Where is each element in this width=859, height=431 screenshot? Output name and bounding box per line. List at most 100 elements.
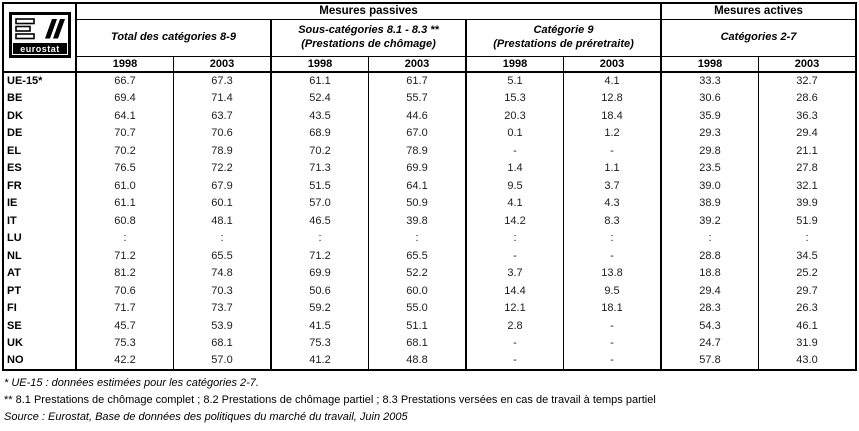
value-cell: 71.3	[270, 159, 369, 177]
value-cell: 61.1	[270, 72, 369, 90]
value-cell: 81.2	[75, 264, 174, 282]
value-cell: 57.0	[270, 194, 369, 212]
year-header: 2003	[368, 56, 466, 73]
value-cell: 1.1	[563, 159, 661, 177]
value-cell: 70.2	[270, 142, 369, 160]
value-cell: 51.9	[758, 212, 856, 230]
value-cell: 60.8	[75, 212, 174, 230]
value-cell: 18.1	[563, 299, 661, 317]
table-row: BE 69.4 71.4 52.4 55.7 15.3 12.8 30.6 28.6	[3, 89, 856, 107]
value-cell: 3.7	[563, 177, 661, 195]
value-cell: 70.6	[75, 282, 174, 300]
value-cell: 29.3	[660, 124, 759, 142]
value-cell: 25.2	[758, 264, 856, 282]
value-cell: 70.3	[173, 282, 271, 300]
value-cell: 39.0	[660, 177, 759, 195]
value-cell: 43.5	[270, 107, 369, 125]
value-cell: 24.7	[660, 334, 759, 352]
value-cell: 54.3	[660, 317, 759, 335]
value-cell: 0.1	[465, 124, 564, 142]
value-cell: 41.2	[270, 352, 369, 370]
value-cell: 43.0	[758, 352, 856, 370]
table-row: NL 71.2 65.5 71.2 65.5- -28.8 34.5	[3, 247, 856, 265]
country-label: FI	[3, 299, 77, 317]
value-cell: 31.9	[758, 334, 856, 352]
value-cell: 57.0	[173, 352, 271, 370]
value-cell: 78.9	[368, 142, 466, 160]
value-cell: 12.1	[465, 299, 564, 317]
country-label: DE	[3, 124, 77, 142]
value-cell: 57.8	[660, 352, 759, 370]
value-cell: 46.1	[758, 317, 856, 335]
header-group-total-8-9: Total des catégories 8-9	[75, 19, 271, 57]
footnotes: * UE-15 : données estimées pour les caté…	[2, 371, 859, 426]
table-row: UK 75.3 68.1 75.3 68.1- -24.7 31.9	[3, 334, 856, 352]
table-row: IT 60.8 48.1 46.5 39.8 14.2 8.3 39.2 51.9	[3, 212, 856, 230]
value-cell: 23.5	[660, 159, 759, 177]
value-cell: 51.1	[368, 317, 466, 335]
value-cell: 65.5	[173, 247, 271, 265]
value-cell: 35.9	[660, 107, 759, 125]
value-cell: 12.8	[563, 89, 661, 107]
value-cell: 75.3	[75, 334, 174, 352]
country-label: PT	[3, 282, 77, 300]
value-cell: 9.5	[563, 282, 661, 300]
value-cell: 29.8	[660, 142, 759, 160]
value-cell: 1.4	[465, 159, 564, 177]
value-cell: 39.9	[758, 194, 856, 212]
value-cell: 33.3	[660, 72, 759, 90]
value-cell: -	[465, 247, 564, 265]
value-cell: :	[563, 229, 661, 247]
year-header: 2003	[758, 56, 856, 73]
year-header-row: 1998 2003 1998 2003 1998 2003 1998 2003	[3, 56, 856, 73]
value-cell: 34.5	[758, 247, 856, 265]
year-header: 2003	[173, 56, 271, 73]
value-cell: 18.8	[660, 264, 759, 282]
value-cell: 44.6	[368, 107, 466, 125]
value-cell: -	[465, 142, 564, 160]
group-title: Total des catégories 8-9	[111, 30, 236, 43]
footnote-ue15: * UE-15 : données estimées pour les caté…	[4, 376, 259, 389]
value-cell: -	[563, 334, 661, 352]
value-cell: -	[563, 352, 661, 370]
value-cell: 69.9	[270, 264, 369, 282]
value-cell: 15.3	[465, 89, 564, 107]
value-cell: :	[173, 229, 271, 247]
logo-cell: eurostat	[3, 3, 77, 73]
measures-header-row: eurostat Mesures passives Mesures active…	[3, 3, 856, 73]
value-cell: 26.3	[758, 299, 856, 317]
year-header: 1998	[270, 56, 369, 73]
header-mesures-passives: Mesures passives	[75, 3, 661, 20]
value-cell: 50.6	[270, 282, 369, 300]
country-label: AT	[3, 264, 77, 282]
value-cell: 8.3	[563, 212, 661, 230]
eurostat-logo: eurostat	[8, 12, 71, 63]
value-cell: -	[563, 142, 661, 160]
value-cell: 48.8	[368, 352, 466, 370]
table-row: ES 76.5 72.2 71.3 69.9 1.4 1.1 23.5 27.8	[3, 159, 856, 177]
value-cell: 52.4	[270, 89, 369, 107]
value-cell: 71.2	[270, 247, 369, 265]
value-cell: 52.2	[368, 264, 466, 282]
value-cell: :	[660, 229, 759, 247]
value-cell: 39.2	[660, 212, 759, 230]
value-cell: 1.2	[563, 124, 661, 142]
group-subtitle: (Prestations de préretraite)	[493, 37, 634, 50]
value-cell: 69.9	[368, 159, 466, 177]
value-cell: 67.9	[173, 177, 271, 195]
value-cell: 68.9	[270, 124, 369, 142]
value-cell: 4.3	[563, 194, 661, 212]
value-cell: 38.9	[660, 194, 759, 212]
value-cell: 39.8	[368, 212, 466, 230]
value-cell: 51.5	[270, 177, 369, 195]
value-cell: 14.4	[465, 282, 564, 300]
value-cell: 4.1	[563, 72, 661, 90]
value-cell: 29.4	[660, 282, 759, 300]
table-row: SE 45.7 53.9 41.5 51.1 2.8-54.3 46.1	[3, 317, 856, 335]
table-row: LU::::::::	[3, 229, 856, 247]
country-label: DK	[3, 107, 77, 125]
value-cell: -	[563, 317, 661, 335]
value-cell: 65.5	[368, 247, 466, 265]
value-cell: 32.7	[758, 72, 856, 90]
value-cell: 18.4	[563, 107, 661, 125]
